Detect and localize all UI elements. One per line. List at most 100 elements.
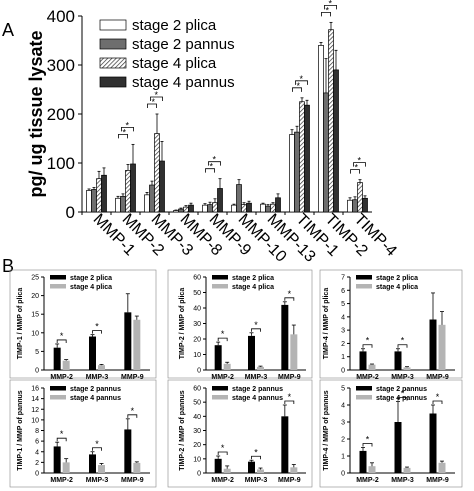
legend-swatch — [212, 395, 228, 400]
legend-label: stage 4 plica — [70, 284, 112, 291]
legend-label: stage 4 plica — [376, 284, 418, 291]
bar — [438, 462, 446, 473]
y-tick-label-a: 300 — [47, 56, 75, 75]
significance-bracket — [284, 400, 295, 404]
significance-star: * — [366, 336, 370, 346]
significance-star: * — [300, 74, 304, 84]
bar — [257, 366, 264, 370]
legend-swatch — [356, 395, 372, 400]
x-tick-label: MMP-3 — [86, 374, 109, 381]
chart-b2: 0 10 20 30 40 50 60 TIMP-2 / MMP of plica MMP-2 *… — [167, 269, 313, 381]
bar-timp-4 — [352, 199, 358, 213]
x-tick-label: MMP-2 — [50, 374, 73, 381]
bar — [89, 336, 96, 370]
significance-star: * — [60, 429, 64, 439]
y-tick-label: 40 — [193, 306, 201, 313]
legend-label: stage 4 plica — [232, 284, 274, 291]
y-tick-label: 4 — [35, 449, 39, 456]
y-tick-label: 5 — [35, 349, 39, 356]
x-tick-label: MMP-3 — [245, 477, 268, 484]
significance-star: * — [288, 289, 292, 299]
significance-star: * — [326, 5, 330, 15]
y-tick-label: 25 — [31, 275, 39, 282]
y-tick-label: 10 — [193, 456, 201, 463]
y-tick-label: 3 — [341, 328, 345, 335]
panel-frame — [167, 269, 313, 379]
significance-star: * — [210, 162, 214, 172]
bar — [281, 416, 289, 473]
significance-bracket — [321, 11, 331, 17]
x-tick-label: MMP-9 — [278, 477, 301, 484]
x-tick-label: MMP-9 — [121, 477, 144, 484]
significance-bracket — [217, 451, 228, 455]
bar-mmp-9 — [217, 188, 223, 213]
bar-mmp-8 — [178, 208, 184, 213]
significance-star: * — [221, 443, 225, 453]
bar-timp-4 — [362, 197, 368, 213]
bar-timp-1 — [299, 101, 305, 213]
significance-bracket — [284, 297, 295, 301]
significance-star: * — [401, 336, 405, 346]
bar — [359, 450, 367, 473]
bar — [53, 347, 61, 370]
y-tick-label: 0 — [341, 368, 345, 375]
legend-swatch — [99, 38, 127, 50]
y-tick-label-a: 100 — [47, 154, 75, 173]
significance-bracket — [150, 96, 163, 101]
y-tick-label: 7 — [341, 275, 345, 282]
bar-timp-1 — [289, 134, 295, 213]
legend-swatch — [50, 395, 66, 400]
y-tick-label: 10 — [193, 352, 201, 359]
legend-swatch — [50, 284, 66, 289]
bar — [394, 351, 402, 370]
bar-mmp-8 — [173, 210, 179, 213]
legend-swatch — [212, 386, 228, 391]
bar — [62, 462, 70, 473]
bar — [89, 454, 96, 473]
legend-label: stage 2 pannus — [232, 386, 283, 393]
legend-swatch — [356, 386, 372, 391]
y-axis-label: TIMP-2 / MMP of plica — [179, 288, 186, 360]
x-tick-label: MMP-2 — [356, 477, 379, 484]
bar — [223, 468, 231, 473]
y-tick-label: 3 — [341, 420, 345, 427]
bar — [133, 319, 141, 370]
legend-swatch — [50, 275, 66, 280]
bar — [394, 422, 402, 473]
y-tick-label: 60 — [193, 275, 201, 282]
y-tick-label: 40 — [193, 414, 201, 421]
y-tick-label: 0 — [35, 471, 39, 478]
y-axis-label: TIMP-1 / MMP of plica — [17, 288, 24, 360]
bar — [214, 458, 222, 473]
bar — [368, 364, 376, 370]
legend-label: stage 2 plica — [232, 275, 274, 282]
legend-swatch — [99, 19, 127, 31]
y-tick-label-a: 200 — [47, 105, 75, 124]
significance-star: * — [355, 163, 359, 173]
y-tick-label: 0 — [197, 471, 201, 478]
bar-mmp-1 — [101, 174, 107, 213]
significance-bracket — [362, 443, 373, 447]
legend-label: stage 4 pannus — [232, 395, 283, 402]
bar-timp-4 — [357, 182, 363, 213]
significance-bracket — [127, 414, 138, 418]
significance-star: * — [436, 392, 440, 402]
significance-bracket — [353, 162, 366, 167]
panel-frame — [319, 379, 463, 488]
significance-star: * — [123, 127, 127, 137]
chart-b1: 0 5 10 15 20 25 TIMP-1 / MMP of plica MMP-2 * MMP… — [9, 269, 157, 381]
legend-swatch — [99, 76, 127, 88]
x-tick-label: MMP-9 — [426, 477, 449, 484]
significance-bracket — [92, 330, 102, 334]
y-tick-label: 4 — [341, 314, 345, 321]
x-tick-label: MMP-3 — [245, 374, 268, 381]
bar — [290, 334, 298, 370]
legend-label: stage 4 pannus — [132, 74, 235, 91]
y-tick-label: 20 — [193, 442, 201, 449]
legend-swatch — [356, 275, 372, 280]
significance-star: * — [213, 155, 217, 165]
y-tick-label: 5 — [341, 386, 345, 393]
significance-star: * — [126, 120, 130, 130]
